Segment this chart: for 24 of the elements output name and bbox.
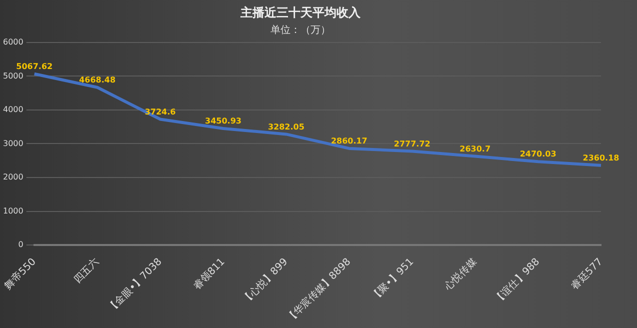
y-tick-label: 5000: [3, 71, 24, 80]
chart-subtitle: 单位：（万）: [270, 24, 330, 36]
data-label: 2860.17: [330, 136, 368, 146]
y-tick-label: 6000: [3, 37, 24, 46]
x-tick-label: 【谊仕】988: [492, 256, 542, 306]
x-tick-label: 【聚•】951: [368, 256, 416, 304]
data-label: 3450.93: [205, 116, 242, 126]
y-tick-label: 0: [18, 240, 24, 250]
y-tick-label: 2000: [3, 172, 24, 182]
data-label: 4668.48: [79, 75, 116, 84]
x-tick-label: 心悦传媒: [442, 256, 480, 294]
chart-title: 主播近三十天平均收入: [240, 5, 362, 20]
y-tick-label: 4000: [3, 105, 24, 114]
y-tick-label: 1000: [3, 206, 24, 216]
data-label: 2630.7: [460, 144, 491, 154]
data-label: 2470.03: [520, 150, 556, 159]
data-label: 3282.05: [268, 122, 305, 132]
y-tick-label: 3000: [3, 138, 24, 148]
data-label: 2777.72: [394, 139, 430, 148]
data-label: 5067.62: [16, 62, 53, 71]
x-tick-label: 舞帝550: [2, 256, 38, 292]
data-label: 2360.18: [582, 153, 620, 162]
x-tick-label: 【心悦】899: [240, 256, 290, 306]
x-tick-label: 四五六: [72, 256, 102, 286]
